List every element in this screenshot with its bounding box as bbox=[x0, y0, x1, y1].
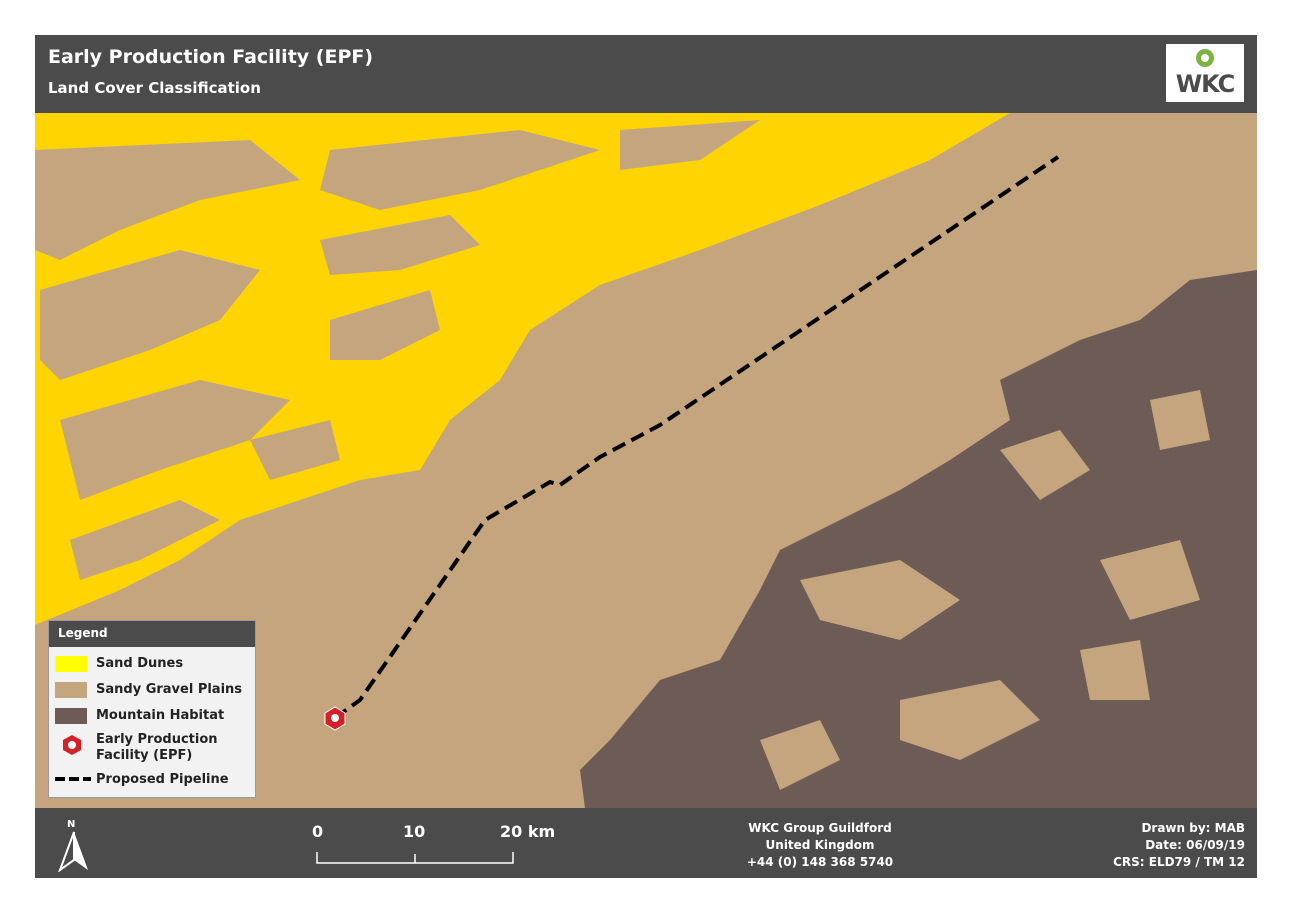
header bbox=[35, 35, 1257, 113]
legend-swatch bbox=[55, 656, 87, 672]
legend-pipeline-icon bbox=[55, 777, 91, 781]
legend-item: Mountain Habitat bbox=[96, 708, 225, 723]
north-label: N bbox=[67, 819, 76, 830]
credit-line: CRS: ELD79 / TM 12 bbox=[1113, 855, 1245, 869]
legend-item: Proposed Pipeline bbox=[96, 772, 229, 787]
subtitle: Land Cover Classification bbox=[48, 79, 261, 97]
legend-item: Early Production Facility (EPF) bbox=[96, 732, 218, 763]
sand-dunes bbox=[35, 113, 1010, 625]
credit-line: Drawn by: MAB bbox=[1141, 821, 1245, 835]
credits: Drawn by: MAB Date: 06/09/19 CRS: ELD79 … bbox=[1000, 820, 1245, 871]
gravel-patches bbox=[760, 390, 1210, 790]
scale-label: 20 km bbox=[500, 822, 556, 841]
scale-label: 0 bbox=[312, 822, 324, 841]
legend-swatch bbox=[55, 708, 87, 724]
legend-title: Legend bbox=[58, 626, 108, 640]
pipeline bbox=[333, 155, 1060, 720]
map bbox=[35, 113, 1257, 808]
title: Early Production Facility (EPF) bbox=[48, 46, 374, 68]
legend-item: Sand Dunes bbox=[96, 656, 184, 671]
logo-text: WKC bbox=[1175, 70, 1236, 98]
scale-bar bbox=[316, 852, 514, 864]
address: WKC Group Guildford United Kingdom +44 (… bbox=[700, 820, 940, 871]
legend-swatch bbox=[55, 682, 87, 698]
address-line: WKC Group Guildford bbox=[748, 821, 892, 835]
credit-line: Date: 06/09/19 bbox=[1145, 838, 1245, 852]
legend-header bbox=[49, 621, 255, 647]
logo-icon bbox=[1196, 49, 1214, 67]
legend-item: Sandy Gravel Plains bbox=[96, 682, 243, 697]
legend-epf-icon bbox=[63, 735, 81, 755]
scale-label: 10 bbox=[403, 822, 426, 841]
address-line: United Kingdom bbox=[765, 838, 875, 852]
gravel-patches bbox=[35, 120, 760, 580]
footer bbox=[35, 808, 1257, 878]
epf-marker-center bbox=[331, 714, 339, 722]
north-arrow bbox=[58, 831, 88, 872]
address-line: +44 (0) 148 368 5740 bbox=[746, 855, 894, 869]
